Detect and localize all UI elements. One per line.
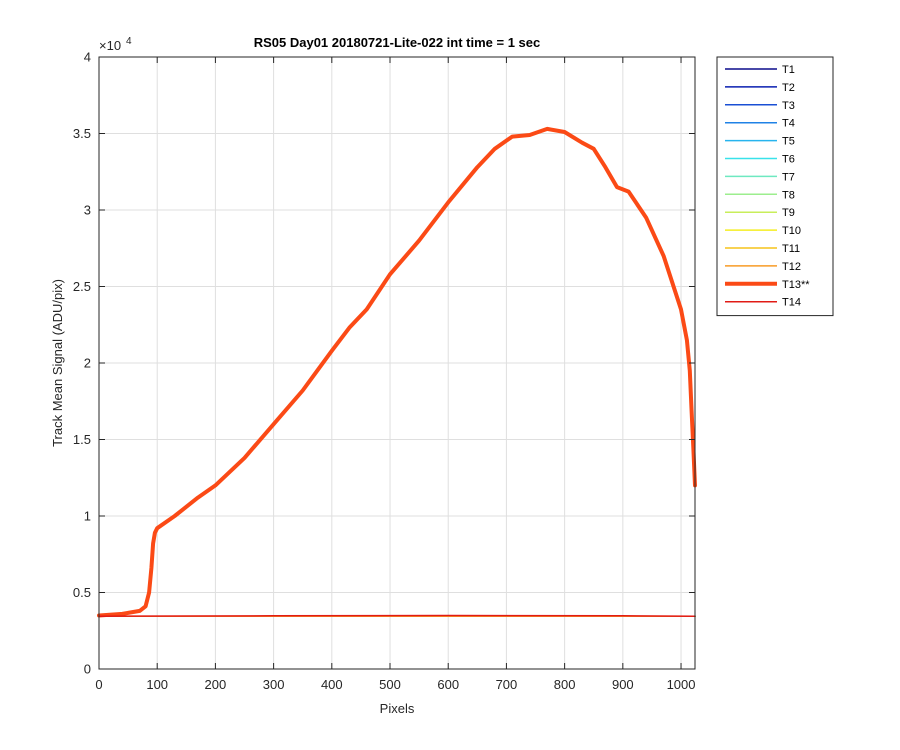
legend-label: T14 <box>782 297 801 309</box>
x-tick-label: 700 <box>496 677 518 692</box>
legend-label: T8 <box>782 189 795 201</box>
x-tick-label: 100 <box>146 677 168 692</box>
y-tick-label: 0.5 <box>73 585 91 600</box>
legend-box <box>716 56 834 317</box>
legend-label: T4 <box>782 118 795 130</box>
series-layer <box>97 126 697 618</box>
legend-label: T10 <box>782 225 801 237</box>
x-tick-label: 900 <box>612 677 634 692</box>
y-tick-label: 1 <box>84 509 91 524</box>
x-tick-label: 400 <box>321 677 343 692</box>
legend-label: T12 <box>782 261 801 273</box>
legend-label: T9 <box>782 207 795 219</box>
y-axis-exponent-power: 4 <box>126 36 132 47</box>
x-tick-label: 1000 <box>667 677 696 692</box>
x-tick-label: 0 <box>95 677 102 692</box>
legend-label: T2 <box>782 82 795 94</box>
series-line-13 <box>97 126 697 618</box>
y-tick-label: 3.5 <box>73 126 91 141</box>
y-tick-label: 3 <box>84 203 91 218</box>
x-axis-label: Pixels <box>380 701 415 716</box>
y-tick-label: 4 <box>84 50 91 65</box>
series-line-14 <box>98 614 696 617</box>
y-tick-label: 1.5 <box>73 432 91 447</box>
y-axis-ticks: 0 0.5 1 1.5 2 2.5 3 3.5 4 <box>73 50 695 677</box>
legend-label: T7 <box>782 171 795 183</box>
legend-label: T3 <box>782 100 795 112</box>
y-axis-exponent-base: ×10 <box>99 38 121 53</box>
y-tick-label: 2 <box>84 356 91 371</box>
chart-title: RS05 Day01 20180721-Lite-022 int time = … <box>254 35 541 50</box>
y-axis-label: Track Mean Signal (ADU/pix) <box>50 279 65 447</box>
x-tick-label: 800 <box>554 677 576 692</box>
x-tick-label: 200 <box>205 677 227 692</box>
legend-label: T5 <box>782 136 795 148</box>
y-tick-label: 0 <box>84 662 91 677</box>
x-tick-label: 300 <box>263 677 285 692</box>
x-tick-label: 500 <box>379 677 401 692</box>
legend: T1 T2 T3 T4 T5 T6 T7 T8 T9 T10 T11 T12 T13** T14 <box>716 56 834 317</box>
x-tick-label: 600 <box>437 677 459 692</box>
legend-label: T13** <box>782 279 810 291</box>
legend-items: T1 T2 T3 T4 T5 T6 T7 T8 T9 T10 T11 T12 T13** T14 <box>725 64 810 309</box>
y-tick-label: 2.5 <box>73 279 91 294</box>
legend-label: T6 <box>782 154 795 166</box>
legend-label: T1 <box>782 64 795 76</box>
legend-label: T11 <box>782 243 800 255</box>
x-axis-ticks: 0 100 200 300 400 500 600 700 800 900 1000 <box>95 57 695 692</box>
